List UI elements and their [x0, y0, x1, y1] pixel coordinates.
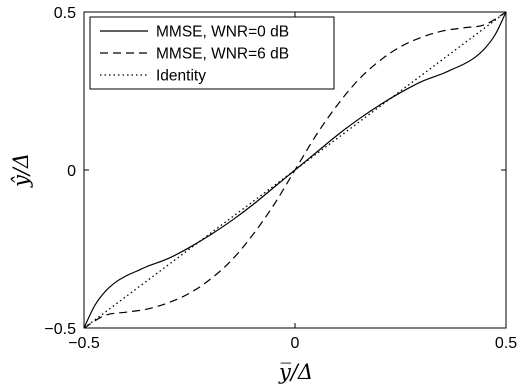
legend-label: MMSE, WNR=0 dB	[156, 24, 289, 41]
legend: MMSE, WNR=0 dB MMSE, WNR=6 dB Identity	[89, 16, 335, 90]
y-tick-label: 0	[67, 163, 76, 180]
y-axis-label: ŷ/Δ	[9, 153, 33, 188]
x-tick-label: −0.5	[68, 335, 100, 352]
y-tick-label: 0.5	[54, 5, 76, 22]
legend-label: MMSE, WNR=6 dB	[156, 46, 289, 63]
x-axis-label: y̅/Δ	[278, 360, 313, 384]
x-tick-label: 0	[291, 335, 300, 352]
x-tick-label: 0.5	[495, 335, 517, 352]
y-tick-label: −0.5	[44, 321, 76, 338]
legend-label: Identity	[156, 68, 206, 85]
series-layer	[83, 11, 507, 329]
series-line-2	[83, 11, 507, 329]
ticks-layer: −0.5 0 0.5 −0.5 0 0.5	[44, 5, 517, 352]
